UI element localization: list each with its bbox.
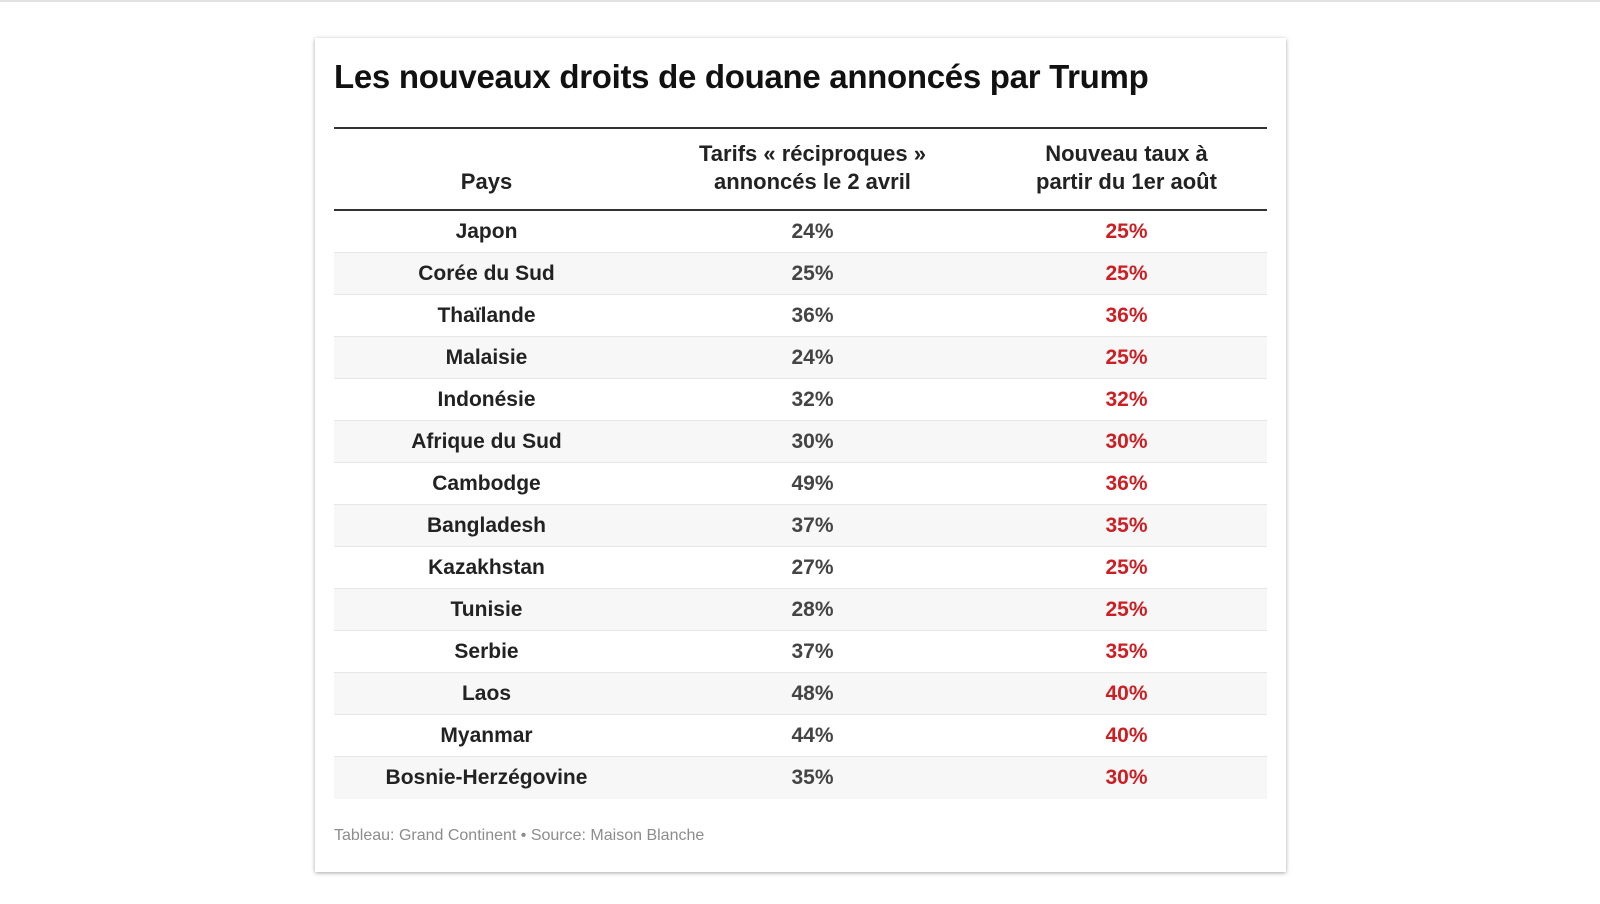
august-tariff-cell: 25% (1105, 555, 1148, 579)
august-tariff-cell: 30% (1105, 766, 1148, 789)
table-row: Serbie 37% 35% (334, 631, 1267, 673)
table-title: Les nouveaux droits de douane annoncés p… (334, 58, 1149, 95)
april-tariff-cell: 27% (791, 555, 834, 579)
country-cell: Tunisie (450, 597, 523, 621)
april-tariff-cell: 49% (791, 471, 834, 495)
august-tariff-cell: 25% (1105, 345, 1148, 369)
august-tariff-cell: 25% (1105, 597, 1148, 621)
august-tariff-cell: 36% (1105, 471, 1148, 495)
country-cell: Myanmar (440, 723, 533, 747)
country-cell: Bosnie-Herzégovine (385, 766, 588, 789)
table-row: Myanmar 44% 40% (334, 715, 1267, 757)
april-tariff-cell: 37% (791, 639, 834, 663)
august-tariff-cell: 30% (1105, 429, 1148, 453)
april-tariff-cell: 35% (791, 766, 834, 789)
table-row: Japon 24% 25% (334, 211, 1267, 253)
country-cell: Indonésie (437, 387, 536, 411)
april-tariff-cell: 48% (791, 681, 834, 705)
april-tariff-cell: 24% (791, 345, 834, 369)
table-row: Bosnie-Herzégovine 35% 30% (334, 757, 1267, 799)
april-tariff-cell: 30% (791, 429, 834, 453)
table-row: Indonésie 32% 32% (334, 379, 1267, 421)
country-cell: Serbie (454, 639, 519, 663)
table-footer: Tableau: Grand Continent • Source: Maiso… (334, 827, 705, 844)
country-cell: Bangladesh (426, 513, 547, 537)
april-tariff-cell: 37% (791, 513, 834, 537)
table-row: Cambodge 49% 36% (334, 463, 1267, 505)
april-tariff-cell: 24% (791, 219, 834, 243)
april-tariff-cell: 25% (791, 261, 834, 285)
april-tariff-cell: 28% (791, 597, 834, 621)
august-tariff-cell: 32% (1105, 387, 1148, 411)
country-cell: Laos (461, 681, 511, 705)
country-cell: Malaisie (445, 345, 528, 369)
country-cell: Japon (455, 219, 518, 243)
country-cell: Thaïlande (437, 303, 536, 327)
table-row: Bangladesh 37% 35% (334, 505, 1267, 547)
table-header: Pays Tarifs « réciproques » annoncés le … (334, 127, 1267, 211)
table-row: Malaisie 24% 25% (334, 337, 1267, 379)
table-row: Kazakhstan 27% 25% (334, 547, 1267, 589)
august-tariff-cell: 40% (1105, 723, 1148, 747)
table-row: Corée du Sud 25% 25% (334, 253, 1267, 295)
august-tariff-cell: 25% (1105, 219, 1148, 243)
august-tariff-cell: 36% (1105, 303, 1148, 327)
country-cell: Corée du Sud (418, 261, 555, 285)
top-divider (0, 0, 1600, 2)
august-tariff-cell: 40% (1105, 681, 1148, 705)
august-tariff-cell: 35% (1105, 639, 1148, 663)
column-header-april-tariff: Tarifs « réciproques » annoncés le 2 avr… (698, 141, 926, 194)
table-body: Japon 24% 25% Corée du Sud 25% 25% Thaïlande 36… (334, 211, 1267, 799)
april-tariff-cell: 36% (791, 303, 834, 327)
table-row: Tunisie 28% 25% (334, 589, 1267, 631)
april-tariff-cell: 32% (791, 387, 834, 411)
august-tariff-cell: 35% (1105, 513, 1148, 537)
tariff-table: Pays Tarifs « réciproques » annoncés le … (334, 127, 1267, 799)
country-cell: Kazakhstan (428, 555, 545, 579)
column-header-august-tariff: Nouveau taux à partir du 1er août (1036, 141, 1217, 194)
table-row: Afrique du Sud 30% 30% (334, 421, 1267, 463)
column-header-country: Pays (460, 169, 513, 194)
table-card: Les nouveaux droits de douane annoncés p… (315, 38, 1286, 872)
table-row: Laos 48% 40% (334, 673, 1267, 715)
august-tariff-cell: 25% (1105, 261, 1148, 285)
country-cell: Cambodge (432, 471, 541, 495)
table-row: Thaïlande 36% 36% (334, 295, 1267, 337)
april-tariff-cell: 44% (791, 723, 834, 747)
country-cell: Afrique du Sud (411, 429, 562, 453)
